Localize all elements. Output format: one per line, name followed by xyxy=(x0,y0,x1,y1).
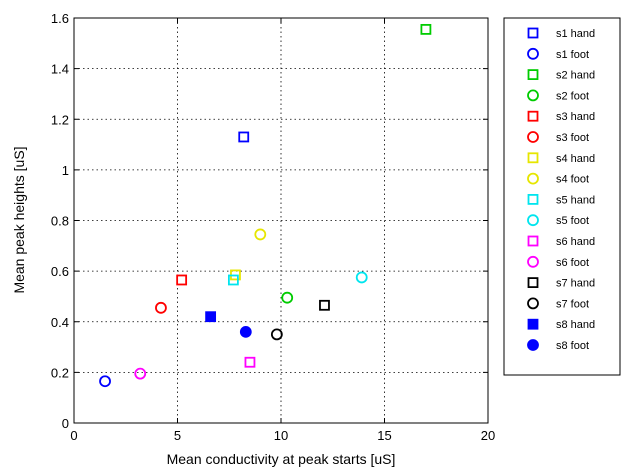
data-point xyxy=(227,274,239,286)
x-tick-label: 20 xyxy=(481,428,495,443)
data-point xyxy=(205,311,217,323)
legend-entry-label: s8 foot xyxy=(556,340,589,352)
y-tick-label: 1.2 xyxy=(51,112,69,127)
legend-entry-label: s3 hand xyxy=(556,111,595,123)
data-point xyxy=(319,299,330,311)
legend-entry-label: s4 foot xyxy=(556,174,589,186)
legend-marker xyxy=(527,47,539,60)
legend-marker xyxy=(527,110,539,122)
data-point xyxy=(281,291,294,304)
legend-marker xyxy=(527,235,539,247)
legend-marker xyxy=(527,193,539,205)
legend-marker xyxy=(527,89,539,102)
legend: s1 hand s1 foot s2 hand s2 foot s3 hand s3 fo… xyxy=(503,17,621,376)
legend-entry-label: s8 hand xyxy=(556,319,595,331)
data-point xyxy=(254,228,267,241)
data-point xyxy=(355,271,368,284)
legend-marker xyxy=(527,214,539,227)
legend-marker xyxy=(527,152,539,164)
legend-entry-label: s5 hand xyxy=(556,194,595,206)
data-point xyxy=(134,367,147,380)
legend-entry-label: s5 foot xyxy=(556,215,589,227)
legend-entry-label: s2 foot xyxy=(556,90,589,102)
y-tick-label: 1 xyxy=(62,163,69,178)
data-point xyxy=(99,375,111,388)
legend-marker xyxy=(527,318,539,330)
legend-entry-label: s3 foot xyxy=(556,132,589,144)
y-tick-label: 0.2 xyxy=(51,365,69,380)
y-tick-label: 0.4 xyxy=(51,315,69,330)
legend-entry-label: s7 foot xyxy=(556,298,589,310)
data-point xyxy=(244,356,256,368)
legend-entry-label: s4 hand xyxy=(556,153,595,165)
data-points xyxy=(99,23,432,388)
data-point xyxy=(270,328,283,341)
data-point xyxy=(239,325,252,338)
y-tick-label: 0.6 xyxy=(51,264,69,279)
legend-marker xyxy=(527,297,539,310)
grid xyxy=(74,18,488,423)
legend-entry-label: s1 hand xyxy=(556,28,595,40)
y-tick-label: 1.4 xyxy=(51,62,69,77)
y-tick-label: 1.6 xyxy=(51,11,69,26)
x-tick-label: 0 xyxy=(70,428,77,443)
legend-marker xyxy=(527,339,539,351)
x-axis-label: Mean conductivity at peak starts [uS] xyxy=(167,451,396,467)
y-axis-label: Mean peak heights [uS] xyxy=(11,146,27,293)
legend-marker xyxy=(527,131,539,143)
data-point xyxy=(238,131,250,143)
legend-marker xyxy=(527,27,539,39)
legend-marker xyxy=(527,277,539,289)
legend-entry-label: s6 hand xyxy=(556,236,595,248)
legend-marker xyxy=(527,172,539,185)
legend-entry-label: s1 foot xyxy=(556,49,589,61)
x-tick-label: 10 xyxy=(274,428,288,443)
x-tick-label: 5 xyxy=(174,428,181,443)
legend-entry-label: s6 foot xyxy=(556,257,589,269)
data-point xyxy=(420,23,432,35)
legend-marker xyxy=(527,69,539,80)
legend-box xyxy=(503,17,621,376)
y-tick-label: 0 xyxy=(62,416,69,431)
y-tick-label: 0.8 xyxy=(51,214,69,229)
x-tick-label: 15 xyxy=(377,428,391,443)
legend-entry-label: s7 hand xyxy=(556,278,595,290)
data-point xyxy=(176,274,188,286)
data-point xyxy=(155,301,167,314)
legend-entry-label: s2 hand xyxy=(556,70,595,82)
legend-marker xyxy=(527,255,539,268)
axis-ticks: 0 5 10 15 20 0 0.2 0.4 0.6 0.8 1 1.2 1.4 1.6 xyxy=(51,11,495,443)
